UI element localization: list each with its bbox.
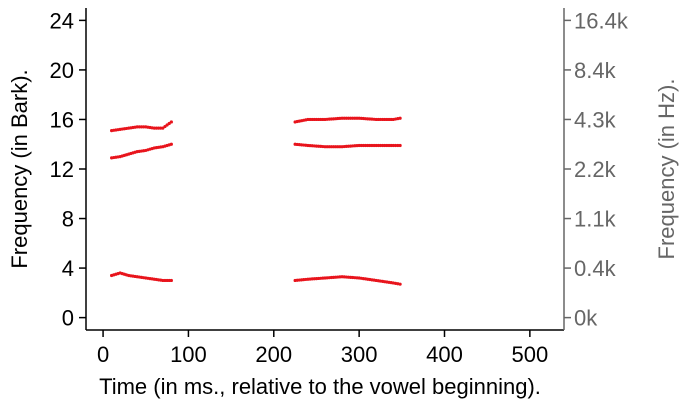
formant-track [110, 142, 173, 160]
x-tick-label: 100 [170, 342, 207, 367]
y2-tick-label: 2.2k [574, 157, 617, 182]
x-tick-label: 500 [511, 342, 548, 367]
x-tick-label: 0 [97, 342, 109, 367]
y2-tick-label: 0.4k [574, 256, 617, 281]
data-point [398, 282, 402, 286]
formant-track [110, 271, 173, 283]
formant-track [110, 120, 173, 133]
data-point [393, 143, 398, 148]
y-tick-label: 20 [50, 58, 74, 83]
y-tick-label: 0 [62, 306, 74, 331]
x-axis-label: Time (in ms., relative to the vowel begi… [99, 374, 541, 399]
data-point [398, 116, 402, 120]
axes [85, 8, 565, 331]
data-point [396, 143, 400, 148]
y-tick-label: 16 [50, 107, 74, 132]
y-tick-label: 12 [50, 157, 74, 182]
data-point [169, 120, 173, 124]
formant-track [293, 116, 402, 124]
y2-tick-label: 0k [574, 306, 598, 331]
y2-tick-label: 4.3k [574, 107, 617, 132]
data-point [169, 278, 173, 283]
ticks: 0 4 8 12 16 20 24 0k 0.4k 1.1k 2.2k 4.3k 8.4k 16.4k 0 1… [50, 8, 629, 367]
y-axis-label: Frequency (in Bark). [7, 69, 32, 268]
y-tick-label: 8 [62, 207, 74, 232]
data-points [110, 116, 402, 286]
y2-tick-label: 16.4k [574, 8, 629, 33]
formant-track [293, 275, 402, 286]
y-tick-label: 4 [62, 256, 74, 281]
x-tick-label: 400 [426, 342, 463, 367]
y-tick-label: 24 [50, 8, 74, 33]
data-point [391, 143, 395, 148]
x-tick-label: 300 [341, 342, 378, 367]
y2-tick-label: 8.4k [574, 58, 617, 83]
data-point [398, 143, 402, 148]
y2-axis-label: Frequency (in Hz). [654, 79, 679, 260]
formant-track [293, 142, 402, 149]
data-point [169, 142, 173, 146]
x-tick-label: 200 [255, 342, 292, 367]
y2-tick-label: 1.1k [574, 207, 617, 232]
